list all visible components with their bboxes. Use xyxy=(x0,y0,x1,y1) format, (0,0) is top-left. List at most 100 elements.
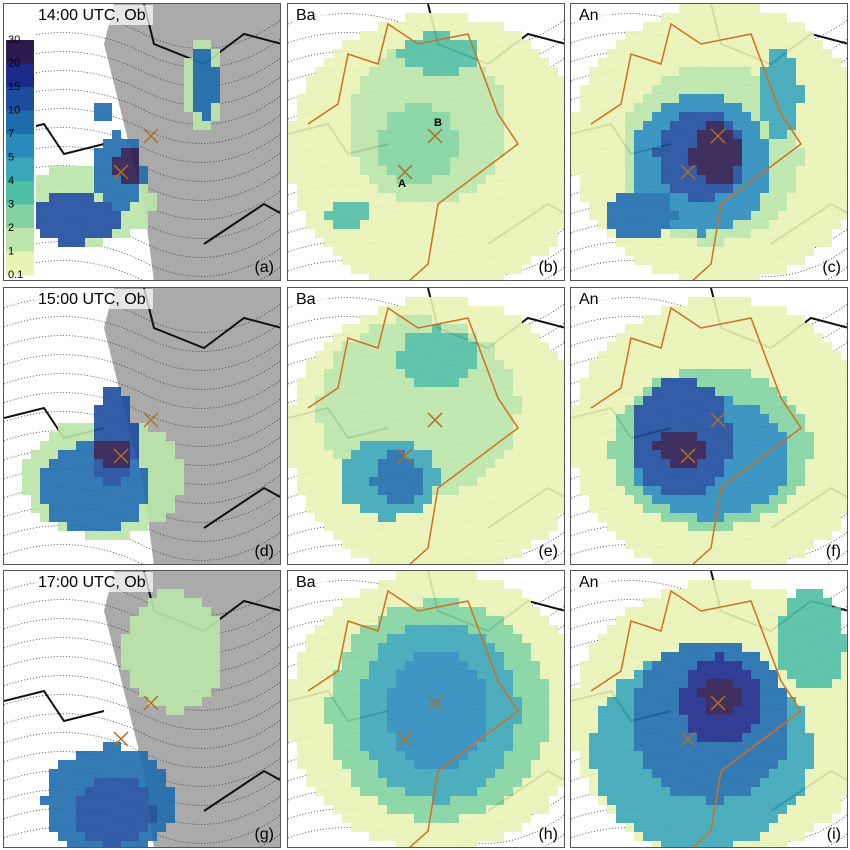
precip-cell xyxy=(477,558,486,564)
precip-cell xyxy=(378,468,387,477)
precip-cell xyxy=(823,49,832,58)
precip-cell xyxy=(58,193,67,202)
precip-cell xyxy=(432,369,441,378)
precip-cell xyxy=(706,184,715,193)
precip-cell xyxy=(432,549,441,558)
precip-cell xyxy=(652,175,661,184)
precip-cell xyxy=(540,351,549,360)
precip-cell xyxy=(333,121,342,130)
precip-cell xyxy=(625,130,634,139)
precip-cell xyxy=(184,94,193,103)
precip-cell xyxy=(760,220,769,229)
precip-cell xyxy=(324,112,333,121)
precip-cell xyxy=(823,121,832,130)
precip-cell xyxy=(333,112,342,121)
precip-cell xyxy=(571,405,580,414)
precip-cell xyxy=(495,540,504,549)
precip-cell xyxy=(387,531,396,540)
precip-cell xyxy=(139,193,148,202)
precip-cell xyxy=(688,324,697,333)
precip-cell xyxy=(504,220,513,229)
precip-cell xyxy=(414,441,423,450)
precip-cell xyxy=(378,193,387,202)
precip-cell xyxy=(369,247,378,256)
precip-cell xyxy=(378,558,387,564)
precip-cell xyxy=(495,468,504,477)
precip-cell xyxy=(121,459,130,468)
precip-cell xyxy=(513,166,522,175)
precip-cell xyxy=(441,351,450,360)
precip-cell xyxy=(423,67,432,76)
precip-cell xyxy=(679,112,688,121)
precip-cell xyxy=(121,441,130,450)
precip-cell xyxy=(324,423,333,432)
precip-cell xyxy=(175,477,184,486)
precip-cell xyxy=(504,265,513,274)
precip-cell xyxy=(598,495,607,504)
precip-cell xyxy=(769,211,778,220)
precip-cell xyxy=(679,31,688,40)
precip-cell xyxy=(369,468,378,477)
precip-cell xyxy=(733,175,742,184)
precip-cell xyxy=(504,67,513,76)
precip-cell xyxy=(697,31,706,40)
precip-cell xyxy=(459,378,468,387)
precip-cell xyxy=(589,459,598,468)
precip-cell xyxy=(688,256,697,265)
precip-cell xyxy=(351,369,360,378)
precip-cell xyxy=(661,202,670,211)
precip-cell xyxy=(405,112,414,121)
precip-cell xyxy=(315,175,324,184)
precip-cell xyxy=(67,423,76,432)
precip-cell xyxy=(405,306,414,315)
precip-cell xyxy=(634,94,643,103)
precip-cell xyxy=(625,76,634,85)
precip-cell xyxy=(58,229,67,238)
precip-cell xyxy=(315,67,324,76)
precip-cell xyxy=(531,94,540,103)
precip-cell xyxy=(423,157,432,166)
precip-cell xyxy=(522,58,531,67)
precip-cell xyxy=(616,369,625,378)
precip-cell xyxy=(540,486,549,495)
precip-cell xyxy=(706,157,715,166)
precip-cell xyxy=(351,76,360,85)
precip-cell xyxy=(324,94,333,103)
precip-cell xyxy=(423,130,432,139)
precip-cell xyxy=(486,166,495,175)
map-panel: An(f) xyxy=(570,287,848,565)
precip-cell xyxy=(459,85,468,94)
precip-cell xyxy=(324,468,333,477)
precip-cell xyxy=(832,58,841,67)
precip-cell xyxy=(796,220,805,229)
precip-cell xyxy=(423,247,432,256)
precip-cell xyxy=(297,121,306,130)
precip-cell xyxy=(688,4,697,13)
precip-cell xyxy=(94,432,103,441)
precip-cell xyxy=(378,414,387,423)
precip-cell xyxy=(432,450,441,459)
precip-cell xyxy=(733,22,742,31)
precip-cell xyxy=(540,202,549,211)
precip-cell xyxy=(486,148,495,157)
precip-cell xyxy=(513,112,522,121)
precip-cell xyxy=(405,423,414,432)
precip-cell xyxy=(607,396,616,405)
precip-cell xyxy=(670,58,679,67)
precip-cell xyxy=(531,387,540,396)
precip-cell xyxy=(742,229,751,238)
precip-cell xyxy=(661,166,670,175)
precip-cell xyxy=(522,76,531,85)
precip-cell xyxy=(504,432,513,441)
precip-cell xyxy=(571,432,580,441)
precip-cell xyxy=(94,459,103,468)
colorbar-label: 10 xyxy=(8,104,20,116)
precip-cell xyxy=(823,202,832,211)
precip-cell xyxy=(432,13,441,22)
precip-cell xyxy=(778,58,787,67)
precip-cell xyxy=(513,85,522,94)
precip-cell xyxy=(598,157,607,166)
precip-cell xyxy=(130,184,139,193)
precip-cell xyxy=(306,414,315,423)
precip-cell xyxy=(112,148,121,157)
